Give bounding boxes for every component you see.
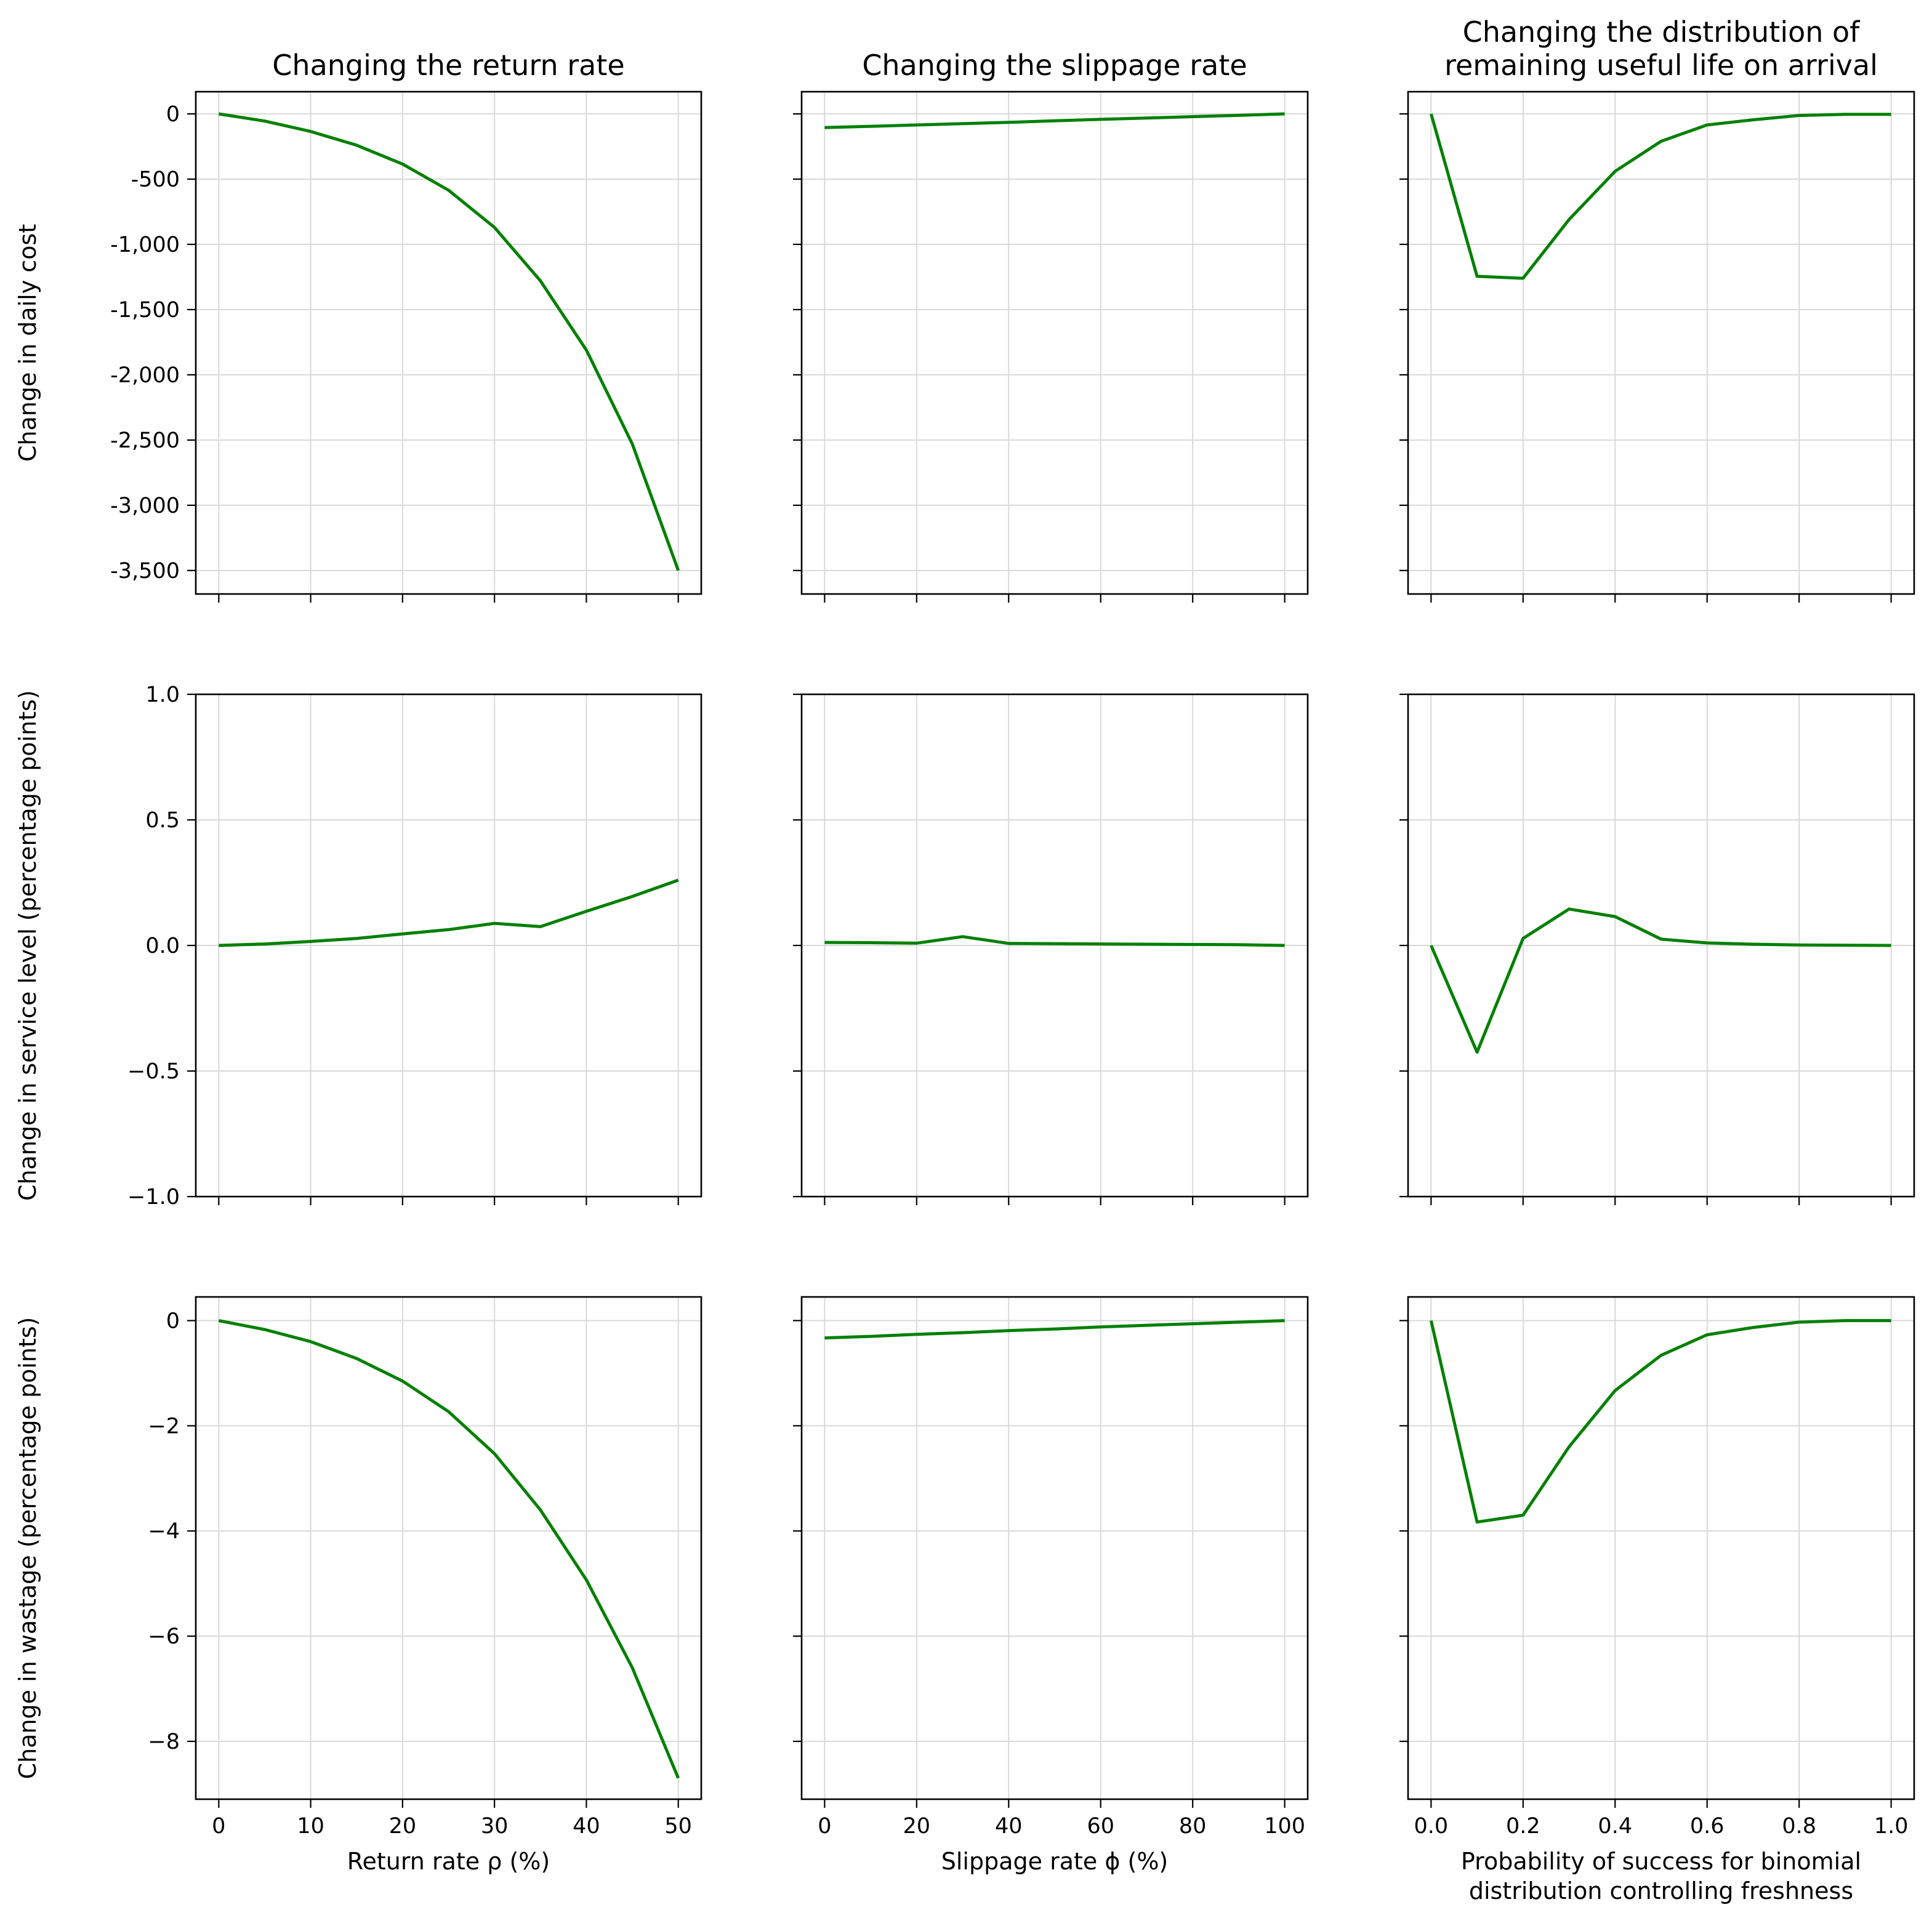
column-1-x-axis-label: Slippage rate ϕ (%)	[941, 1848, 1169, 1875]
y-tick-label: -3,000	[110, 494, 180, 518]
x-tick-label: 60	[1087, 1814, 1114, 1839]
y-tick-label: −6	[148, 1624, 180, 1649]
axes-frame	[195, 1296, 702, 1800]
x-tick-label: 0.2	[1506, 1814, 1540, 1839]
panel-r2-c0: 0 10 20 30 40 50 0 −2 −4 −6 −8 Return rate ρ (%)	[148, 1296, 702, 1875]
x-tick-label: 0.8	[1782, 1814, 1816, 1839]
column-0-title: Changing the return rate	[272, 49, 624, 82]
x-tick-label: 0.4	[1598, 1814, 1632, 1839]
series-line-r2-c2	[1429, 1319, 1891, 1524]
y-tick-label: -2,500	[110, 428, 180, 453]
series-line-r0-c2	[1429, 113, 1891, 280]
y-tick-label: 1.0	[145, 683, 180, 707]
x-tick-label: 0	[818, 1814, 831, 1839]
x-tick-label: 0.0	[1414, 1814, 1449, 1839]
x-tick-label: 100	[1264, 1814, 1305, 1839]
y-tick-label: 0.5	[145, 808, 180, 833]
x-tick-label: 30	[481, 1814, 509, 1839]
y-tick-label: -500	[131, 167, 180, 192]
row-2-y-axis-label: Change in wastage (percentage points)	[14, 1317, 41, 1780]
x-tick-label: 20	[389, 1814, 417, 1839]
column-2-x-axis-label: Probability of success for binomial	[1461, 1848, 1861, 1875]
series-line-r1-c2	[1430, 907, 1891, 1054]
y-tick-label: 0	[166, 102, 180, 127]
y-tick-label: -1,000	[110, 233, 180, 257]
y-tick-label: 0	[166, 1309, 180, 1333]
panel-r2-c1: 0 20 40 60 80 100 Slippage rate ϕ (%)	[793, 1296, 1309, 1875]
y-tick-label: -3,500	[110, 559, 180, 584]
series-line-r1-c1	[824, 935, 1285, 947]
axes-frame	[1407, 90, 1915, 595]
x-tick-label: 1.0	[1874, 1814, 1909, 1839]
panel-r0-c0: 0 -500 -1,000 -1,500 -2,000 -2,500 -3,000 -3,50…	[110, 49, 702, 603]
panel-r1-c1	[793, 693, 1309, 1205]
series-line-r1-c0	[219, 878, 679, 947]
x-tick-label: 20	[903, 1814, 931, 1839]
x-tick-label: 40	[573, 1814, 600, 1839]
row-0-y-axis-label: Change in daily cost	[14, 224, 41, 462]
y-tick-label: -2,000	[110, 363, 180, 388]
x-tick-label: 80	[1179, 1814, 1207, 1839]
y-tick-label: −4	[148, 1519, 180, 1544]
y-tick-label: −0.5	[127, 1059, 180, 1084]
series-line-r0-c0	[218, 112, 680, 571]
column-2-title: Changing the distribution of	[1463, 15, 1861, 49]
row-1-y-axis-label: Change in service level (percentage poin…	[14, 690, 41, 1201]
panel-r2-c2: 0.0 0.2 0.4 0.6 0.8 1.0 Probability of success…	[1399, 1296, 1915, 1904]
axes-frame	[195, 90, 702, 595]
y-tick-label: 0.0	[145, 934, 180, 958]
column-2-title: remaining useful life on arrival	[1444, 49, 1878, 82]
y-tick-label: −1.0	[127, 1185, 180, 1210]
y-tick-label: −8	[148, 1730, 180, 1754]
panel-r1-c0: 1.0 0.5 0.0 −0.5 −1.0	[127, 683, 702, 1210]
panel-r1-c2	[1399, 693, 1915, 1205]
column-1-title: Changing the slippage rate	[862, 49, 1247, 82]
x-tick-label: 50	[664, 1814, 692, 1839]
x-tick-label: 0	[212, 1814, 225, 1839]
x-tick-label: 0.6	[1690, 1814, 1725, 1839]
x-tick-label: 10	[297, 1814, 324, 1839]
column-2-x-axis-label: distribution controlling freshness	[1469, 1877, 1853, 1904]
panel-r0-c1: Changing the slippage rate	[793, 49, 1309, 603]
axes-frame	[800, 90, 1309, 595]
axes-frame	[800, 1296, 1309, 1800]
series-line-r2-c1	[824, 1319, 1285, 1340]
column-0-x-axis-label: Return rate ρ (%)	[347, 1848, 550, 1875]
series-line-r0-c1	[824, 112, 1285, 129]
x-tick-label: 40	[995, 1814, 1023, 1839]
series-line-r2-c0	[218, 1319, 680, 1779]
axes-frame	[1407, 1296, 1915, 1800]
y-tick-label: −2	[148, 1414, 180, 1438]
y-tick-label: -1,500	[110, 298, 180, 323]
